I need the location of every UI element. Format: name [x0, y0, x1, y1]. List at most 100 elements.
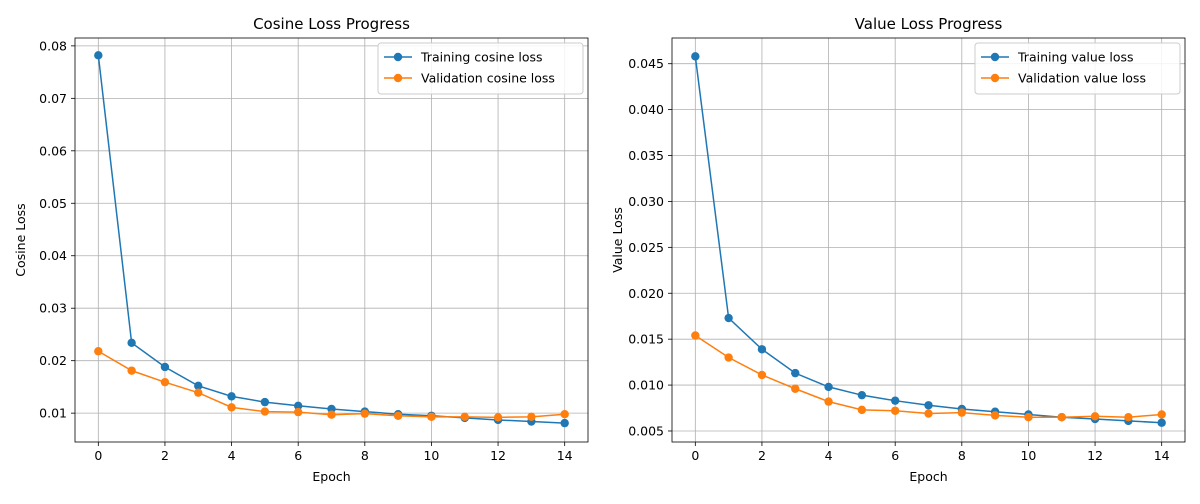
data-point [890, 406, 900, 415]
data-point [1124, 413, 1133, 422]
x-tick-label: 6 [294, 448, 302, 463]
data-point [527, 412, 536, 422]
data-point [327, 404, 336, 414]
x-tick-label: 4 [825, 448, 833, 463]
legend: Training value loss Validation value loss [974, 42, 1181, 95]
y-tick-label: 0.02 [39, 353, 67, 368]
data-point [1090, 412, 1100, 421]
data-point [160, 377, 170, 387]
data-point [194, 388, 203, 397]
y-tick-label: 0.045 [628, 56, 664, 71]
legend-marker [393, 52, 403, 62]
data-point [260, 407, 270, 416]
legend-label: Validation cosine loss [421, 71, 555, 86]
data-point [857, 390, 867, 400]
data-point [427, 412, 436, 422]
data-point [260, 397, 270, 407]
plot-frame [74, 37, 589, 443]
data-point [560, 418, 569, 428]
data-point [924, 401, 933, 410]
legend-label: Training value loss [1017, 50, 1134, 65]
plot-frame [671, 37, 1186, 443]
data-point [127, 366, 136, 375]
legend-label: Training cosine loss [420, 50, 543, 65]
chart-title: Cosine Loss Progress [253, 15, 410, 33]
data-point [393, 411, 403, 420]
x-tick-label: 2 [758, 448, 766, 463]
series-2 [94, 347, 569, 422]
data-point [293, 407, 303, 417]
y-tick-label: 0.005 [628, 423, 664, 438]
legend-marker [990, 52, 1000, 62]
legend-marker [990, 73, 1000, 83]
data-point [360, 409, 370, 418]
data-point [757, 370, 767, 380]
data-point [94, 51, 103, 60]
y-tick-label: 0.07 [39, 91, 67, 106]
x-tick-label: 6 [891, 448, 899, 463]
x-tick-label: 8 [361, 448, 369, 463]
x-tick-label: 14 [1154, 448, 1170, 463]
y-tick-label: 0.025 [628, 240, 664, 255]
data-point [824, 382, 833, 392]
x-tick-label: 0 [94, 448, 102, 463]
x-axis-label: Epoch [909, 469, 947, 484]
data-point [890, 396, 900, 405]
y-axis-label: Value Loss [610, 207, 625, 273]
y-tick-label: 0.010 [628, 378, 664, 393]
data-point [757, 345, 767, 354]
y-tick-label: 0.03 [39, 301, 67, 316]
legend-label: Validation value loss [1018, 71, 1146, 86]
x-tick-label: 12 [490, 448, 506, 463]
data-point [227, 403, 236, 412]
y-tick-label: 0.04 [39, 248, 67, 263]
data-point [824, 397, 833, 406]
x-axis-label: Epoch [312, 469, 350, 484]
data-point [1157, 410, 1166, 419]
legend-box [974, 42, 1181, 95]
y-axis-label: Cosine Loss [13, 203, 28, 276]
data-point [857, 405, 867, 415]
y-tick-label: 0.030 [628, 194, 664, 209]
legend-box [377, 42, 584, 95]
data-point [127, 338, 136, 348]
x-tick-label: 10 [423, 448, 439, 463]
data-point [94, 347, 103, 356]
x-tick-label: 10 [1020, 448, 1036, 463]
data-point [1157, 418, 1166, 427]
chart-title: Value Loss Progress [855, 15, 1003, 33]
data-point [724, 353, 733, 362]
x-tick-label: 2 [161, 448, 169, 463]
data-point [1024, 413, 1033, 422]
chart-panel-2: 0 2 4 6 8 10 12 14 0.005 0.010 0.015 0.020 0.025 0.03… [610, 15, 1186, 484]
data-point [293, 401, 303, 410]
data-point [990, 411, 1000, 420]
y-tick-label: 0.015 [628, 332, 664, 347]
data-point [560, 409, 569, 419]
data-point [460, 412, 469, 422]
y-tick-label: 0.020 [628, 286, 664, 301]
legend: Training cosine loss Validation cosine lo… [377, 42, 584, 95]
x-tick-label: 12 [1087, 448, 1103, 463]
x-tick-label: 8 [958, 448, 966, 463]
data-point [227, 392, 236, 401]
y-tick-label: 0.040 [628, 102, 664, 117]
data-point [493, 413, 503, 422]
x-tick-label: 14 [557, 448, 573, 463]
data-point [327, 410, 336, 419]
y-tick-label: 0.035 [628, 148, 664, 163]
data-point [194, 381, 203, 391]
data-point [791, 368, 800, 378]
y-tick-label: 0.06 [39, 143, 67, 158]
y-tick-label: 0.05 [39, 196, 67, 211]
x-tick-label: 0 [691, 448, 699, 463]
data-point [1057, 413, 1066, 422]
data-point [724, 313, 733, 323]
data-point [924, 409, 933, 418]
data-point [160, 362, 170, 372]
y-tick-label: 0.08 [39, 38, 67, 53]
data-point [957, 408, 967, 417]
chart-panel-1: 0 2 4 6 8 10 12 14 0.01 0.02 0.03 0.04 0.05 0.06 0.07 0… [13, 15, 589, 484]
